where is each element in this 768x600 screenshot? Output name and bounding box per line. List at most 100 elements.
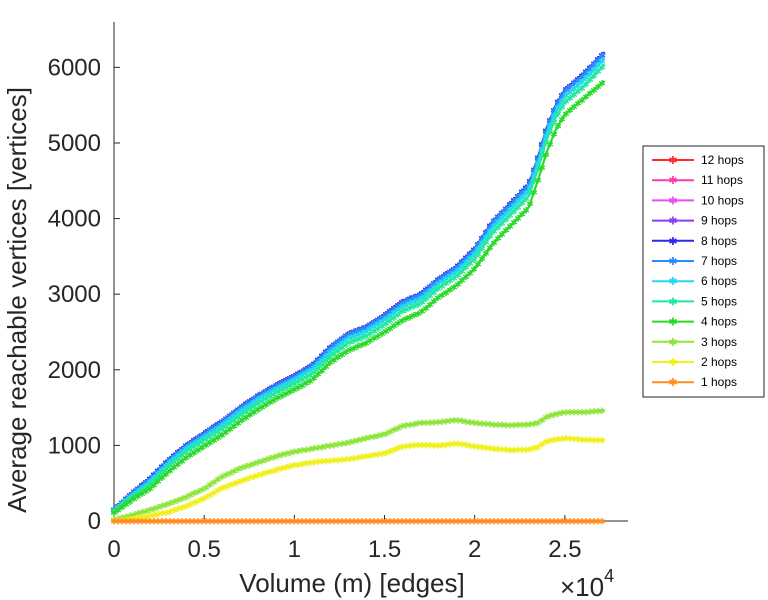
data-point: ✱ <box>282 463 290 473</box>
series-line-6-hops <box>113 57 606 512</box>
data-point: ✱ <box>194 496 202 506</box>
data-point: ✱ <box>126 514 134 524</box>
data-point: ✱ <box>174 495 182 505</box>
data-point: ✱ <box>178 456 186 466</box>
data-point: ✱ <box>498 420 506 430</box>
data-point: ✱ <box>406 441 414 451</box>
data-point: ✱ <box>510 196 518 206</box>
data-point: ✱ <box>458 266 466 276</box>
data-point: ✱ <box>506 420 514 430</box>
data-point: ✱ <box>282 449 290 459</box>
data-point: ✱ <box>550 130 558 140</box>
data-point: ✱ <box>166 457 174 467</box>
data-point: ✱ <box>410 297 418 307</box>
data-point: ✱ <box>230 466 238 476</box>
data-point: ✱ <box>434 280 442 290</box>
data-point: ✱ <box>170 463 178 473</box>
data-point: ✱ <box>522 206 530 216</box>
data-point: ✱ <box>414 419 422 429</box>
data-point: ✱ <box>326 348 334 358</box>
data-point: ✱ <box>342 347 350 357</box>
data-point: ✱ <box>482 232 490 242</box>
data-point: ✱ <box>498 230 506 240</box>
data-point: ✱ <box>174 448 182 458</box>
data-point: ✱ <box>406 303 414 313</box>
data-point: ✱ <box>222 482 230 492</box>
data-point: ✱ <box>450 273 458 283</box>
legend-label: 4 hops <box>701 315 737 329</box>
data-point: ✱ <box>538 140 546 150</box>
data-point: ✱ <box>586 75 594 85</box>
data-point: ✱ <box>574 434 582 444</box>
data-point: ✱ <box>490 221 498 231</box>
data-point: ✱ <box>154 510 162 520</box>
data-point: ✱ <box>566 434 574 444</box>
data-point: ✱ <box>218 472 226 482</box>
data-point: ✱ <box>598 56 606 66</box>
data-point: ✱ <box>182 444 190 454</box>
data-point: ✱ <box>590 60 598 70</box>
data-point: ✱ <box>162 508 170 518</box>
data-point: ✱ <box>362 323 370 333</box>
y-tick-label: 0 <box>88 508 101 535</box>
data-point: ✱ <box>530 187 538 197</box>
data-point: ✱ <box>410 441 418 451</box>
data-point: ✱ <box>158 465 166 475</box>
data-point: ✱ <box>322 348 330 358</box>
data-point: ✱ <box>230 409 238 419</box>
data-point: ✱ <box>338 439 346 449</box>
data-point: ✱ <box>402 297 410 307</box>
data-point: ✱ <box>430 418 438 428</box>
data-point: ✱ <box>202 431 210 441</box>
data-point: ✱ <box>502 420 510 430</box>
data-point: ✱ <box>498 516 506 526</box>
data-point: ✱ <box>538 516 546 526</box>
data-point: ✱ <box>314 356 322 366</box>
data-point: ✱ <box>230 479 238 489</box>
data-point: ✱ <box>354 326 362 336</box>
data-point: ✱ <box>298 516 306 526</box>
data-point: ✱ <box>142 487 150 497</box>
data-point: ✱ <box>306 363 314 373</box>
data-point: ✱ <box>182 501 190 511</box>
data-point: ✱ <box>542 127 550 137</box>
data-point: ✱ <box>430 516 438 526</box>
data-point: ✱ <box>342 455 350 465</box>
data-point: ✱ <box>142 480 150 490</box>
data-point: ✱ <box>542 131 550 141</box>
data-point: ✱ <box>466 259 474 269</box>
data-point: ✱ <box>158 509 166 519</box>
data-point: ✱ <box>330 355 338 365</box>
data-point: ✱ <box>394 423 402 433</box>
data-point: ✱ <box>142 482 150 492</box>
data-point: ✱ <box>126 511 134 521</box>
data-point: ✱ <box>342 332 350 342</box>
data-point: ✱ <box>342 340 350 350</box>
data-point: ✱ <box>298 371 306 381</box>
data-point: ✱ <box>394 310 402 320</box>
data-point: ✱ <box>138 516 146 526</box>
data-point: ✱ <box>186 439 194 449</box>
data-point: ✱ <box>550 117 558 127</box>
data-point: ✱ <box>598 516 606 526</box>
data-point: ✱ <box>410 293 418 303</box>
data-point: ✱ <box>582 79 590 89</box>
data-point: ✱ <box>206 432 214 442</box>
data-point: ✱ <box>470 442 478 452</box>
data-point: ✱ <box>306 516 314 526</box>
data-point: ✱ <box>282 389 290 399</box>
data-point: ✱ <box>322 516 330 526</box>
data-point: ✱ <box>338 338 346 348</box>
data-point: ✱ <box>298 368 306 378</box>
data-point: ✱ <box>458 440 466 450</box>
data-point: ✱ <box>370 334 378 344</box>
data-point: ✱ <box>202 428 210 438</box>
data-point: ✱ <box>290 372 298 382</box>
data-point: ✱ <box>494 420 502 430</box>
data-point: ✱ <box>438 281 446 291</box>
data-point: ✱ <box>542 437 550 447</box>
data-point: ✱ <box>574 81 582 91</box>
data-point: ✱ <box>130 514 138 524</box>
data-point: ✱ <box>438 290 446 300</box>
